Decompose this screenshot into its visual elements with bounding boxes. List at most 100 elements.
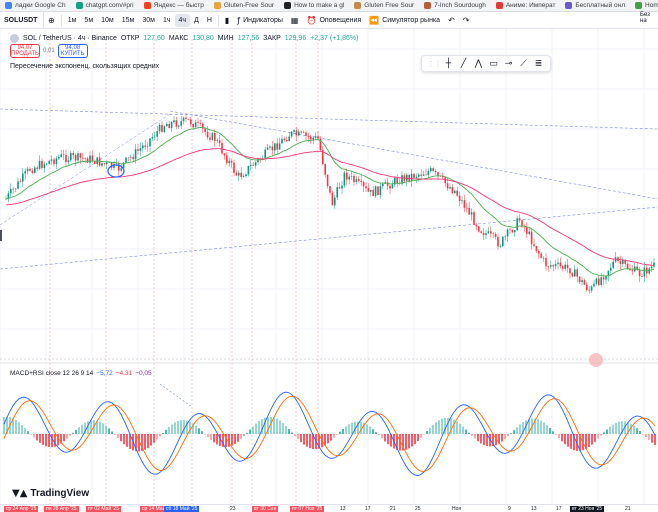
macd-histogram-bar xyxy=(177,420,179,434)
layouts-button[interactable]: ▦ xyxy=(287,12,303,28)
candle-body xyxy=(106,162,108,165)
bookmark-item[interactable]: Яндекс — быстр xyxy=(139,0,209,11)
candle-body xyxy=(415,176,418,178)
price-chart[interactable] xyxy=(0,29,658,512)
bookmark-item[interactable]: Gluten-Free Sour xyxy=(209,0,279,11)
macd-histogram-bar xyxy=(105,425,107,434)
tradingview-logo[interactable]: ▼▲ TradingView xyxy=(12,488,89,499)
bookmark-favicon-icon xyxy=(213,2,221,9)
macd-histogram-bar xyxy=(270,416,272,434)
timeframe-2-button[interactable]: 10м xyxy=(101,16,114,24)
candle-body xyxy=(146,146,149,147)
candle-body xyxy=(586,284,588,291)
replay-button[interactable]: ⏪ Симулятор рынка xyxy=(365,12,444,28)
trendline xyxy=(0,113,171,226)
macd-histogram-bar xyxy=(282,423,284,434)
legend-title[interactable]: SOL / TetherUS · 4ч · Binance xyxy=(23,35,117,42)
candle-body xyxy=(367,188,370,192)
macd-legend[interactable]: MACD+RSI close 12 26 9 14 −5,72 −4,31 −0… xyxy=(10,370,152,377)
bookmark-item[interactable]: Аниме: Императ xyxy=(491,0,561,11)
candle-body xyxy=(341,185,343,189)
sell-button[interactable]: 94,07 ПРОДАТЬ xyxy=(10,44,40,58)
bookmark-item[interactable]: ладки Google Ch xyxy=(0,0,71,11)
macd-histogram-bar xyxy=(123,434,125,445)
compare-button[interactable]: ⊕ xyxy=(44,12,59,28)
macd-histogram-bar xyxy=(474,434,476,439)
trendline-icon[interactable]: ╱ xyxy=(460,58,467,69)
drag-handle-icon[interactable]: ⋮⋮ xyxy=(427,59,442,68)
bookmark-item[interactable]: Homemade Vega xyxy=(630,0,658,11)
symbol-search-button[interactable]: SOLUSDT xyxy=(0,12,44,28)
macd-histogram-bar xyxy=(285,425,287,434)
candle-body xyxy=(295,130,298,136)
candle-body xyxy=(504,236,506,238)
candle-body xyxy=(288,136,290,142)
candle-body xyxy=(466,207,468,209)
bookmark-item[interactable]: How to make a gl xyxy=(279,0,349,11)
candle-body xyxy=(473,212,475,225)
timeframe-0-button[interactable]: 1м xyxy=(67,16,77,24)
bookmark-item[interactable]: chatgpt.com/#pri xyxy=(71,0,139,11)
macd-histogram-bar xyxy=(369,426,371,434)
chart-type-button[interactable]: ▮ xyxy=(221,12,233,28)
candle-body xyxy=(62,154,65,156)
bookmark-label: ладки Google Ch xyxy=(15,2,66,9)
bookmark-item[interactable]: Бесплатный онл xyxy=(560,0,630,11)
ray-icon[interactable]: ⊸ xyxy=(504,58,513,69)
time-axis[interactable]: ср 24 Апр '25 пн 28 Апр '25 пт 02 Май '25 с… xyxy=(0,504,658,512)
right-menu-text[interactable]: Без на xyxy=(640,12,650,24)
candle-body xyxy=(526,227,528,234)
cursor-icon[interactable]: ┼ xyxy=(445,58,452,69)
candle-body xyxy=(31,170,34,173)
rectangle-icon[interactable]: ▭ xyxy=(489,58,498,69)
alerts-button[interactable]: ⏰ Оповещения xyxy=(302,12,365,28)
macd-histogram-bar xyxy=(333,434,335,438)
bookmark-label: Яндекс — быстр xyxy=(153,2,204,9)
macd-histogram-bar xyxy=(312,434,314,449)
macd-histogram-bar xyxy=(654,434,656,445)
macd-histogram-bar xyxy=(513,430,515,434)
candle-body xyxy=(607,270,610,276)
candles xyxy=(5,115,655,294)
macd-histogram-bar xyxy=(69,434,71,436)
candle-body xyxy=(653,262,655,267)
indicator-legend[interactable]: Пересечение экспоненц. скользящих средни… xyxy=(10,63,160,70)
timeframe-group: 1м 5м 10м 15м 30м 1ч 4ч Д Н xyxy=(64,12,216,28)
candle-body xyxy=(590,286,593,291)
timeframe-8-button[interactable]: Н xyxy=(206,16,212,24)
macd-histogram-bar xyxy=(12,418,14,434)
brush-icon[interactable]: ⟋ xyxy=(520,58,527,69)
candle-body xyxy=(571,273,574,277)
macd-histogram-bar xyxy=(357,421,359,434)
timeframe-3-button[interactable]: 15м xyxy=(121,16,135,24)
macd-histogram-bar xyxy=(204,434,206,435)
macd-histogram-bar xyxy=(51,434,53,448)
candle-body xyxy=(612,261,614,268)
candle-body xyxy=(70,152,72,161)
chart-grid xyxy=(0,29,658,504)
fib-icon[interactable]: ≣ xyxy=(534,58,543,69)
bookmark-item[interactable]: 7-Inch Sourdough xyxy=(419,0,491,11)
macd-histogram-bar xyxy=(450,418,452,434)
pattern-icon[interactable]: ⋀ xyxy=(474,58,483,69)
bookmark-item[interactable]: Gluten Free Sour xyxy=(349,0,419,11)
timeframe-4-button[interactable]: 30м xyxy=(142,16,155,24)
symbol-label: SOLUSDT xyxy=(4,16,38,24)
indicators-button[interactable]: ƒ Индикаторы xyxy=(233,12,287,28)
redo-button[interactable]: ↷ xyxy=(459,12,474,28)
buy-button[interactable]: 94,08 КУПИТЬ xyxy=(57,44,88,58)
timeframe-6-button[interactable]: 4ч xyxy=(174,13,191,27)
bookmark-label: 7-Inch Sourdough xyxy=(434,2,486,9)
candle-body xyxy=(26,168,29,172)
coin-icon xyxy=(10,34,19,43)
undo-button[interactable]: ↶ xyxy=(444,12,459,28)
macd-histogram-bar xyxy=(246,432,248,434)
candle-body xyxy=(74,155,77,161)
timeframe-5-button[interactable]: 1ч xyxy=(162,16,171,24)
macd-histogram-bar xyxy=(243,434,245,436)
macd-histogram-bar xyxy=(258,421,260,434)
timeframe-1-button[interactable]: 5м xyxy=(84,16,94,24)
candle-body xyxy=(360,180,362,182)
candle-body xyxy=(533,244,535,246)
timeframe-7-button[interactable]: Д xyxy=(194,16,199,24)
